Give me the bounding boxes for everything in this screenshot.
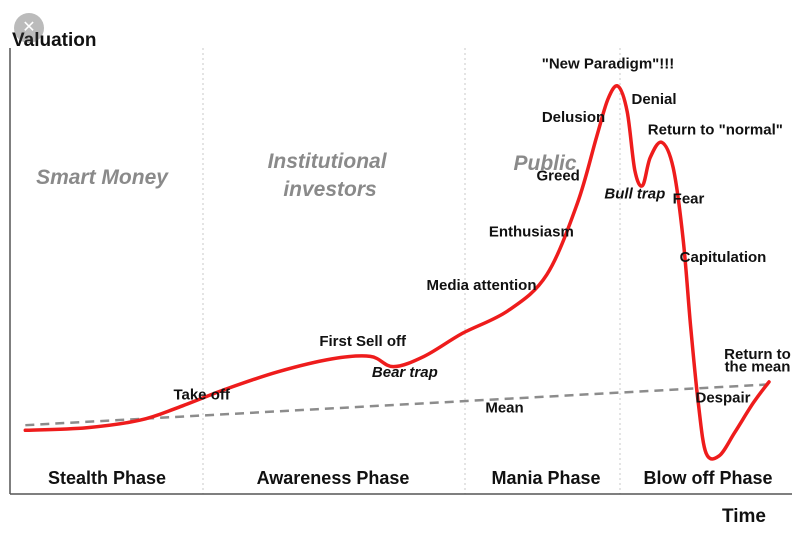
- annotation-delusion: Delusion: [542, 109, 605, 126]
- series-layer: [23, 84, 771, 461]
- annotation-return-to-normal: Return to "normal": [648, 122, 783, 139]
- annotation-new-paradigm: "New Paradigm"!!!: [542, 55, 675, 72]
- annotation-despair: Despair: [695, 389, 750, 406]
- annotation-denial: Denial: [631, 91, 676, 108]
- x-axis-title: Time: [722, 506, 766, 527]
- annotation-greed: Greed: [536, 168, 579, 185]
- annotation-fear: Fear: [673, 190, 705, 207]
- annotation-the-mean: the mean: [725, 359, 791, 376]
- annotation-first-sell-off: First Sell off: [319, 333, 407, 350]
- phase-top-public: Public: [513, 152, 576, 175]
- annotation-take-off: Take off: [173, 387, 230, 404]
- annotation-return-to: Return to: [724, 346, 791, 363]
- phase-top-institutional-investors: Institutional investors: [268, 150, 393, 201]
- annotation-enthusiasm: Enthusiasm: [489, 224, 574, 241]
- annotation-capitulation: Capitulation: [680, 249, 767, 266]
- annotation-bear-trap: Bear trap: [372, 364, 438, 381]
- annotation-layer: Take off First Sell off Bear trap Media att…: [173, 55, 790, 416]
- phase-awareness: Awareness Phase: [257, 468, 410, 488]
- phase-dividers: [202, 48, 621, 494]
- series-line-0: [23, 84, 771, 461]
- close-icon: ✕: [22, 19, 36, 36]
- phase-blow-off: Blow off Phase: [643, 468, 772, 488]
- annotation-mean: Mean: [485, 399, 523, 416]
- phase-mania: Mania Phase: [491, 468, 600, 488]
- annotation-bull-trap: Bull trap: [604, 185, 665, 202]
- phase-top-smart-money: Smart Money: [36, 166, 169, 189]
- phase-stealth: Stealth Phase: [48, 468, 166, 488]
- close-button[interactable]: ✕: [14, 13, 44, 43]
- annotation-media-attention: Media attention: [426, 277, 536, 294]
- y-axis-title: Valuation: [12, 30, 96, 51]
